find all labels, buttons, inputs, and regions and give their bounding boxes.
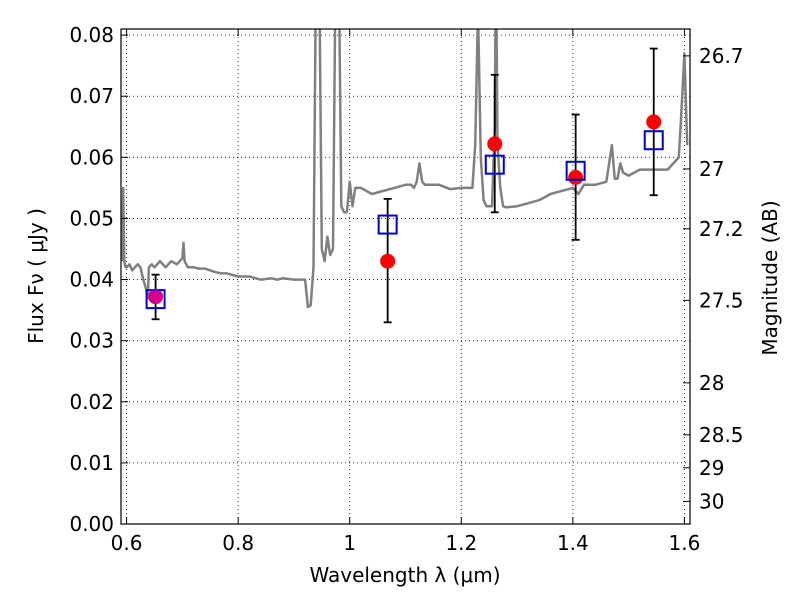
y-tick-label: 0.01 [69,451,114,475]
flux-point-circle [568,170,584,185]
y-tick-label: 0.02 [69,390,114,414]
overlap-marker [148,289,164,305]
y-tick-label: 0.07 [69,84,114,108]
y2-tick-label: 29 [699,456,724,480]
x-axis-ticks: 0.6 0.8 1 1.2 1.4 1.6 [111,29,701,555]
flux-point-square [643,130,664,151]
y-tick-label: 0.06 [69,145,114,169]
flux-point-square [377,214,398,235]
flux-point-circle [646,114,662,130]
y-tick-label: 0.04 [69,268,114,292]
y2-tick-label: 26.7 [699,44,744,68]
y2-axis-ticks: 26.7 27 27.2 27.5 28 28.5 29 30 [683,44,744,513]
y-tick-label: 0.00 [69,512,114,536]
spectrum-path [121,29,689,309]
plot-frame [120,28,691,525]
y2-tick-label: 27 [699,157,724,181]
y-tick-label: 0.03 [69,329,114,353]
x-tick-label: 1.2 [445,531,477,555]
x-tick-label: 1.6 [669,531,701,555]
spectrum-line [121,29,689,309]
x-tick-label: 1.4 [557,531,589,555]
flux-point-circle [487,136,503,152]
x-axis-title: Wavelength λ (μm) [309,563,500,587]
y2-tick-label: 27.2 [699,217,744,241]
y-tick-label: 0.08 [69,23,114,47]
x-tick-label: 0.8 [222,531,254,555]
flux-point-square [565,160,586,181]
x-tick-label: 1 [343,531,356,555]
y2-tick-label: 27.5 [699,288,744,312]
y2-tick-label: 30 [699,489,724,513]
y-tick-label: 0.05 [69,206,114,230]
y2-axis-title: Magnitude (AB) [758,200,782,355]
x-tick-label: 0.6 [111,531,143,555]
flux-point-circle [380,253,396,269]
y2-tick-label: 28 [699,371,724,395]
data-markers [145,114,664,310]
y-axis-ticks: 0.00 0.01 0.02 0.03 0.04 0.05 0.06 0.07 0.08 [69,23,128,536]
flux-point-square [484,154,505,175]
grid [121,29,690,525]
y-axis-title: Flux Fν ( μJy ) [24,208,48,344]
y2-tick-label: 28.5 [699,423,744,447]
